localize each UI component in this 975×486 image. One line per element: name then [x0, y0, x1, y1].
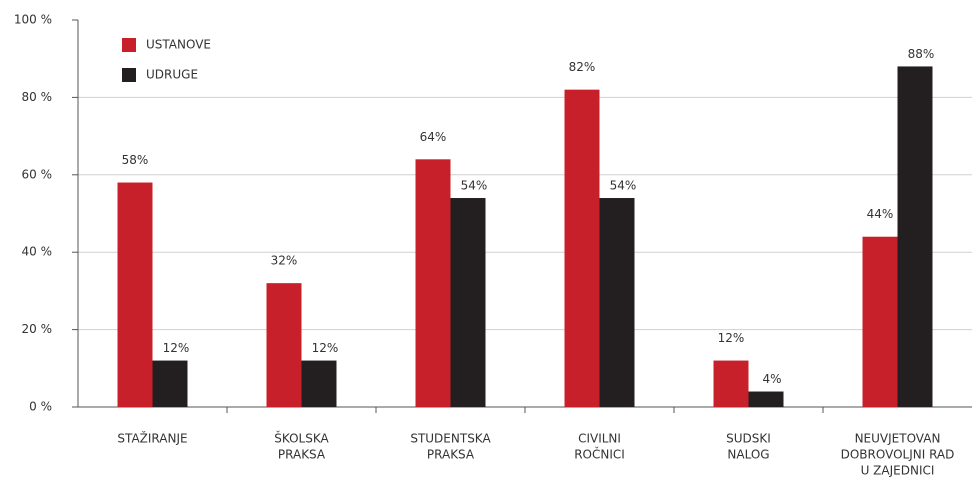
x-tick-label: PRAKSA: [427, 448, 475, 462]
value-label: 12%: [718, 331, 745, 345]
bar: [564, 89, 600, 407]
value-label: 12%: [163, 341, 190, 355]
value-label: 64%: [420, 130, 447, 144]
x-tick-label: NALOG: [727, 448, 769, 462]
y-tick-label: 100 %: [14, 13, 52, 27]
y-tick-label: 80 %: [22, 90, 53, 104]
bar: [897, 66, 933, 407]
legend-label: USTANOVE: [146, 38, 211, 52]
x-tick-label: STUDENTSKA: [410, 432, 491, 446]
bar: [152, 360, 188, 407]
value-label: 32%: [271, 254, 298, 268]
bar: [713, 360, 749, 407]
bar: [748, 391, 784, 407]
value-label: 4%: [762, 372, 781, 386]
legend-label: UDRUGE: [146, 68, 198, 82]
x-tick-label: STAŽIRANJE: [117, 431, 187, 446]
x-tick-label: ŠKOLSKA: [274, 431, 329, 446]
value-label: 54%: [610, 179, 637, 193]
bar: [301, 360, 337, 407]
x-tick-label: SUDSKI: [726, 432, 771, 446]
bar: [117, 182, 153, 407]
value-label: 58%: [122, 153, 149, 167]
y-tick-label: 0 %: [29, 400, 52, 414]
x-tick-label: U ZAJEDNICI: [861, 464, 935, 478]
x-tick-label: PRAKSA: [278, 448, 326, 462]
value-label: 88%: [908, 47, 935, 61]
bar: [415, 159, 451, 407]
x-tick-label: CIVILNI: [578, 432, 621, 446]
legend-swatch: [122, 38, 136, 52]
x-tick-label: DOBROVOLJNI RAD: [841, 448, 955, 462]
value-label: 54%: [461, 179, 488, 193]
bar: [862, 236, 898, 407]
value-label: 82%: [569, 60, 596, 74]
legend-swatch: [122, 68, 136, 82]
bar: [450, 198, 486, 407]
y-tick-label: 40 %: [22, 245, 53, 259]
y-tick-label: 60 %: [22, 167, 53, 181]
y-tick-label: 20 %: [22, 322, 53, 336]
bar: [599, 198, 635, 407]
bar: [266, 283, 302, 407]
value-label: 12%: [312, 341, 339, 355]
value-label: 44%: [867, 207, 894, 221]
x-tick-label: NEUVJETOVAN: [855, 432, 941, 446]
x-tick-label: ROČNICI: [574, 447, 625, 462]
